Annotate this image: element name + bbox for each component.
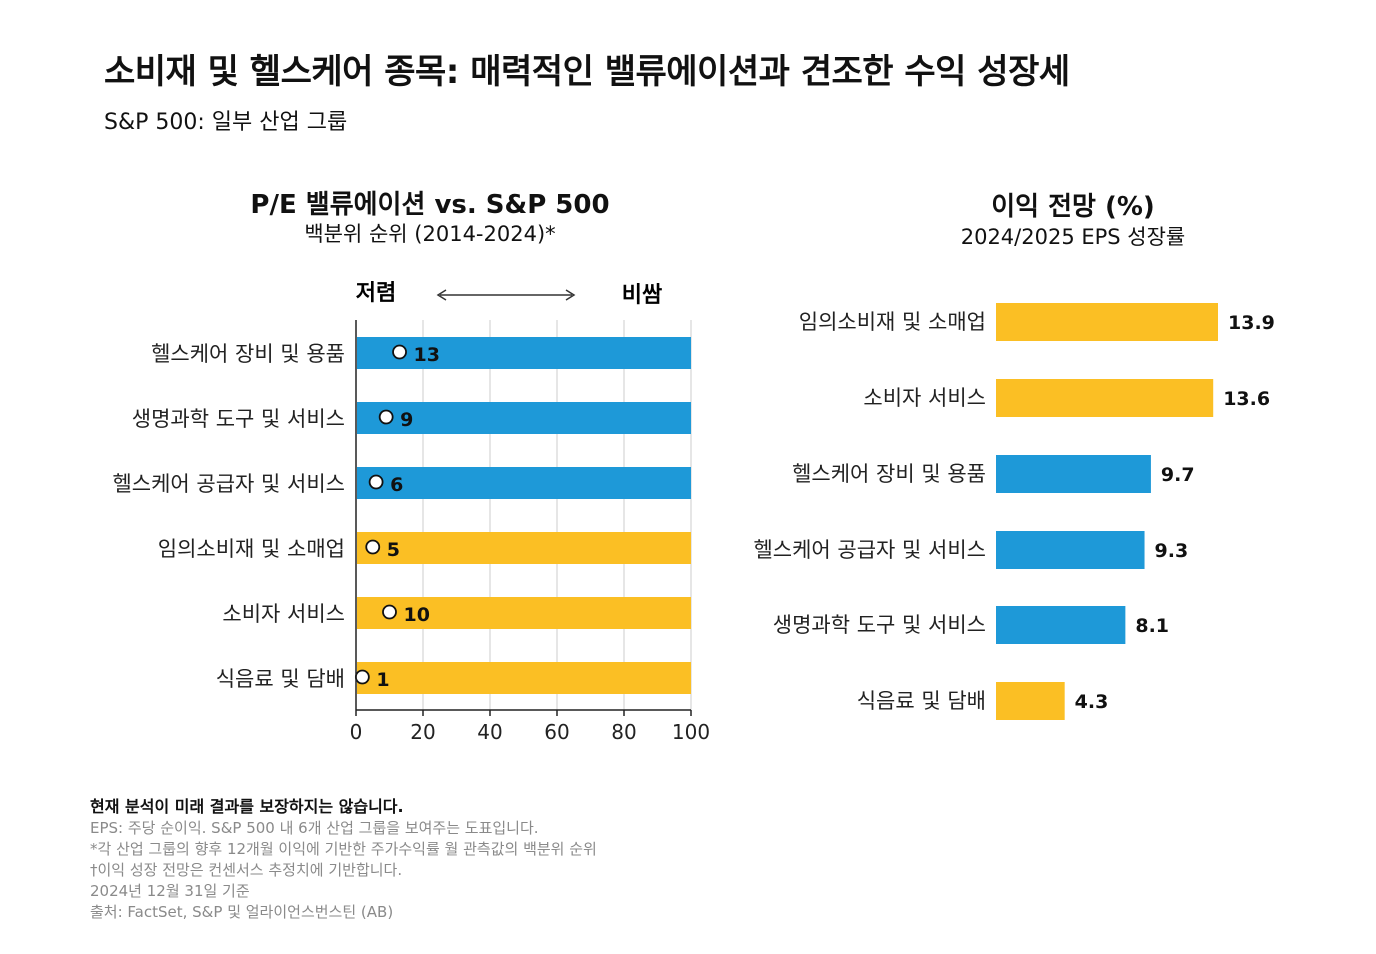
- bar: [357, 467, 691, 499]
- data-label: 9: [400, 409, 413, 431]
- data-label: 6: [390, 474, 403, 496]
- valuation-percentile-chart: 헬스케어 장비 및 용품 13 생명과학 도구 및 서비스 9 헬스케어 공급자 및 서…: [112, 281, 710, 744]
- category-label: 생명과학 도구 및 서비스: [132, 407, 345, 431]
- footnote-date: 2024년 12월 31일 기준: [90, 882, 250, 900]
- x-tick-label: 0: [350, 720, 363, 744]
- data-label: 4.3: [1075, 691, 1109, 713]
- data-label: 1: [376, 669, 389, 691]
- footnote-consensus: †이익 성장 전망은 컨센서스 추정치에 기반합니다.: [90, 861, 403, 879]
- data-label: 9.3: [1155, 540, 1189, 562]
- bar: [996, 303, 1218, 341]
- earnings-chart-subtitle: 2024/2025 EPS 성장률: [960, 225, 1186, 249]
- data-label: 5: [387, 539, 400, 561]
- category-label: 식음료 및 담배: [216, 667, 345, 691]
- category-label: 소비자 서비스: [863, 386, 986, 410]
- footnote-eps: EPS: 주당 순이익. S&P 500 내 6개 산업 그룹을 보여주는 도표…: [90, 819, 539, 837]
- bar: [357, 662, 691, 694]
- x-tick-label: 80: [611, 720, 636, 744]
- scale-cheap-label: 저렴: [356, 281, 396, 306]
- x-tick-label: 100: [672, 720, 710, 744]
- page-subtitle: S&P 500: 일부 산업 그룹: [104, 110, 348, 135]
- x-tick-label: 60: [544, 720, 569, 744]
- bar: [996, 682, 1065, 720]
- data-label: 13: [414, 344, 440, 366]
- category-label: 생명과학 도구 및 서비스: [773, 613, 986, 637]
- category-label: 식음료 및 담배: [857, 689, 986, 713]
- category-label: 헬스케어 공급자 및 서비스: [753, 538, 986, 562]
- bar: [996, 606, 1126, 644]
- data-label: 13.9: [1228, 312, 1275, 334]
- data-label: 9.7: [1161, 464, 1195, 486]
- x-tick-label: 40: [477, 720, 502, 744]
- page-title: 소비재 및 헬스케어 종목: 매력적인 밸류에이션과 견조한 수익 성장세: [104, 52, 1070, 92]
- scale-expensive-label: 비쌈: [622, 283, 662, 308]
- valuation-chart-title: P/E 밸류에이션 vs. S&P 500: [250, 190, 610, 220]
- bar: [357, 597, 691, 629]
- scale-arrow-icon: [436, 289, 576, 301]
- category-label: 헬스케어 장비 및 용품: [151, 342, 345, 366]
- percentile-point: [378, 409, 394, 425]
- bar: [996, 379, 1214, 417]
- earnings-chart-title: 이익 전망 (%): [991, 192, 1155, 222]
- footnote-source: 출처: FactSet, S&P 및 얼라이언스번스틴 (AB): [90, 903, 394, 921]
- bar: [357, 402, 691, 434]
- category-label: 소비자 서비스: [222, 602, 345, 626]
- category-label: 헬스케어 장비 및 용품: [792, 462, 986, 486]
- x-tick-label: 20: [410, 720, 435, 744]
- footnote-percentile: *각 산업 그룹의 향후 12개월 이익에 기반한 주가수익률 월 관측값의 백…: [90, 840, 597, 858]
- category-label: 헬스케어 공급자 및 서비스: [112, 472, 345, 496]
- data-label: 10: [404, 604, 430, 626]
- percentile-point: [382, 604, 397, 620]
- percentile-point: [392, 344, 407, 360]
- earnings-growth-chart: 임의소비재 및 소매업 13.9 소비자 서비스 13.6 헬스케어 장비 및 용품 9.…: [753, 303, 1275, 720]
- bar: [996, 531, 1145, 569]
- percentile-point: [368, 474, 384, 490]
- percentile-point: [354, 669, 370, 685]
- category-label: 임의소비재 및 소매업: [158, 537, 345, 561]
- bar: [357, 337, 691, 369]
- data-label: 8.1: [1135, 615, 1169, 637]
- percentile-point: [365, 539, 381, 555]
- data-label: 13.6: [1223, 388, 1270, 410]
- bar: [996, 455, 1151, 493]
- category-label: 임의소비재 및 소매업: [799, 310, 986, 334]
- disclaimer: 현재 분석이 미래 결과를 보장하지는 않습니다.: [90, 797, 404, 816]
- bar: [357, 532, 691, 564]
- valuation-chart-subtitle: 백분위 순위 (2014-2024)*: [304, 222, 556, 246]
- footnotes: 현재 분석이 미래 결과를 보장하지는 않습니다. EPS: 주당 순이익. S…: [90, 796, 850, 923]
